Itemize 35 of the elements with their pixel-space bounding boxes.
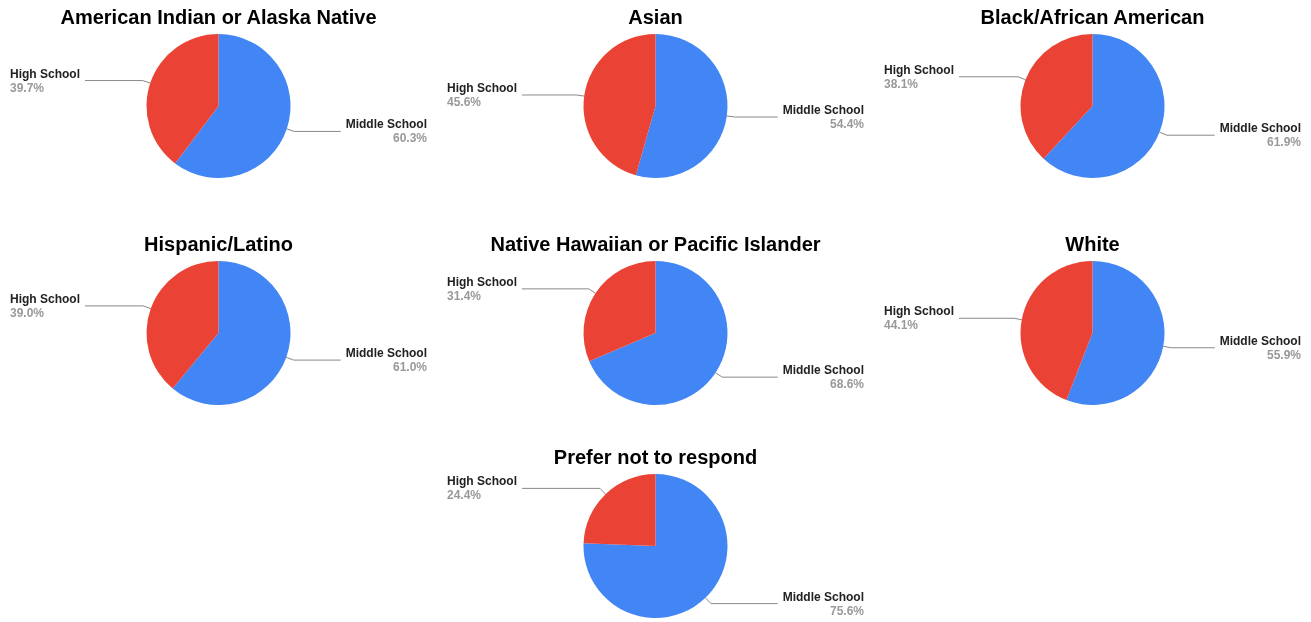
data-label: 38.1%: [884, 76, 919, 91]
slice-label: High School: [10, 291, 80, 306]
chart-title: Prefer not to respond: [553, 446, 758, 468]
slice-label: High School: [447, 80, 517, 95]
slice-label: Middle School: [1219, 333, 1301, 348]
slice-label: Middle School: [1219, 121, 1301, 136]
data-label: 61.9%: [1266, 135, 1302, 150]
chart-title: American Indian or Alaska Native: [60, 6, 377, 28]
data-label: 54.4%: [829, 117, 865, 132]
slice-label: High School: [447, 474, 517, 489]
chart-title: Black/African American: [980, 6, 1205, 28]
slice-label: Middle School: [782, 363, 864, 378]
data-label: 55.9%: [1266, 347, 1302, 362]
chart-title: Asian: [628, 6, 683, 28]
slice-label: Middle School: [345, 117, 427, 132]
data-label: 68.6%: [829, 377, 865, 392]
chart-title: White: [1065, 233, 1120, 255]
data-label: 44.1%: [884, 318, 919, 333]
data-label: 75.6%: [829, 603, 865, 618]
data-label: 39.7%: [10, 80, 45, 95]
slice-label: High School: [884, 304, 954, 319]
slice-label: High School: [10, 66, 80, 81]
chart-title: Native Hawaiian or Pacific Islander: [490, 233, 821, 255]
data-label: 45.6%: [447, 94, 482, 109]
slice-label: Middle School: [345, 346, 427, 361]
data-label: 39.0%: [10, 305, 45, 320]
data-label: 31.4%: [447, 288, 482, 303]
slice-label: Middle School: [782, 103, 864, 118]
slice-label: High School: [447, 274, 517, 289]
slice-label: Middle School: [782, 589, 864, 604]
data-label: 24.4%: [447, 488, 482, 503]
slice-label: High School: [884, 62, 954, 77]
data-label: 61.0%: [392, 360, 428, 375]
data-label: 60.3%: [392, 131, 428, 146]
chart-title: Hispanic/Latino: [144, 233, 293, 255]
